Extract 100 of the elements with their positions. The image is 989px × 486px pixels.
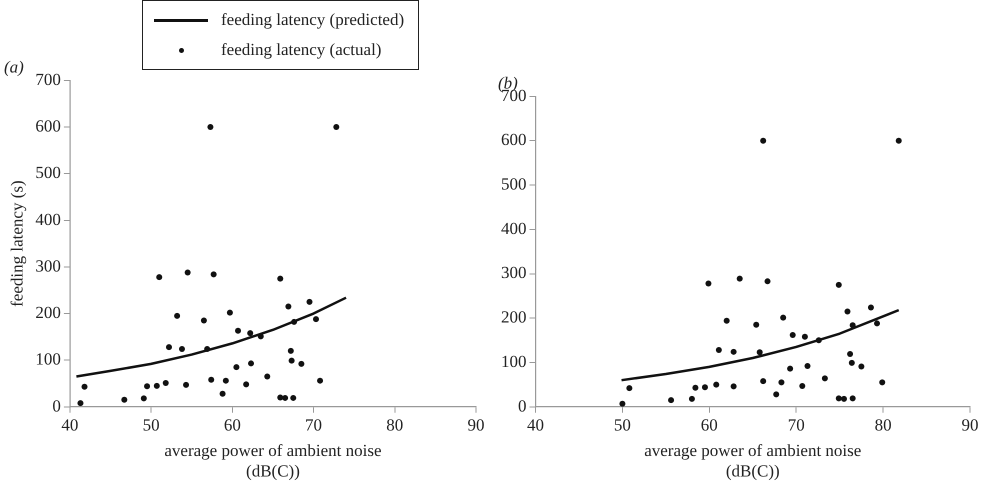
y-tick-label: 500 [35,163,61,182]
x-axis-title: average power of ambient noise (dB(C)) [164,440,382,480]
point [760,138,766,144]
point [858,363,864,370]
point [140,395,147,402]
point [174,312,180,319]
point [288,358,295,364]
point [816,337,822,344]
point [730,348,737,355]
point [836,395,842,402]
point [773,391,780,398]
x-tick-label: 40 [61,415,78,434]
point [688,396,695,402]
x-tick-label: 60 [224,415,241,434]
x-tick-label: 70 [788,415,805,434]
x-tick-label: 60 [700,415,718,434]
point [290,394,296,401]
point [756,349,763,356]
point [847,351,854,358]
legend-label: feeding latency (actual) [221,40,382,60]
y-tick-label: 0 [52,396,61,416]
point [822,375,828,382]
point [705,280,712,287]
point [248,360,254,366]
point [184,270,191,276]
point [298,360,304,367]
point [780,314,786,321]
point [730,383,737,390]
y-tick-label: 400 [35,210,61,229]
point [692,384,698,391]
point [222,378,229,384]
point [162,380,169,386]
y-tick-label: 500 [501,174,526,194]
x-tick-label: 90 [962,415,978,434]
legend-label: feeding latency (predicted) [221,10,404,30]
y-tick-label: 200 [501,308,526,327]
point [233,364,240,370]
point [291,318,298,325]
point [333,124,340,130]
x-tick-label: 70 [305,415,322,434]
point [790,332,796,338]
point [804,363,810,370]
point [166,344,172,350]
point [626,385,632,392]
x-tick-label: 80 [874,415,892,434]
point [220,390,226,397]
y-tick-label: 0 [518,396,526,416]
point [879,379,886,386]
point [868,304,874,310]
point [713,382,720,388]
point [178,346,185,352]
point [207,124,214,130]
point [247,330,254,336]
point [850,322,856,328]
point [848,360,855,366]
y-axis-title: feeding latency (s) [8,180,27,307]
point [204,346,210,352]
point [850,395,856,402]
point [844,308,850,314]
point [154,382,160,389]
point [243,381,250,388]
x-tick-label: 50 [614,415,631,434]
point [724,318,730,324]
y-tick-label: 300 [35,256,61,276]
y-tick-label: 100 [501,352,526,371]
point [156,274,162,280]
point [82,384,88,390]
x-tick-label: 80 [386,415,404,434]
point [668,397,674,404]
point [702,384,708,390]
point [778,379,784,386]
point [716,347,722,354]
y-tick-label: 700 [35,70,61,89]
point [277,276,284,282]
x-axis-title: average power of ambient noise (dB(C)) [644,440,862,480]
point [760,378,766,384]
point [799,382,806,389]
x-tick-label: 40 [527,415,544,434]
point [235,328,242,334]
point [874,320,880,326]
point [787,366,794,372]
point [288,348,294,354]
y-tick-label: 300 [501,263,526,282]
point [306,298,312,305]
chart-title: (a) [4,58,24,77]
point [282,394,288,401]
x-tick-label: 90 [468,415,484,434]
point [317,378,324,384]
point [312,316,319,322]
y-tick-label: 600 [35,116,61,136]
point [802,334,808,340]
point [753,322,760,328]
point [836,282,842,288]
x-tick-label: 50 [142,415,160,434]
point [840,396,847,402]
point [121,396,128,403]
point [264,373,270,380]
point [210,271,217,278]
point [183,382,190,388]
y-tick-label: 100 [35,350,61,369]
